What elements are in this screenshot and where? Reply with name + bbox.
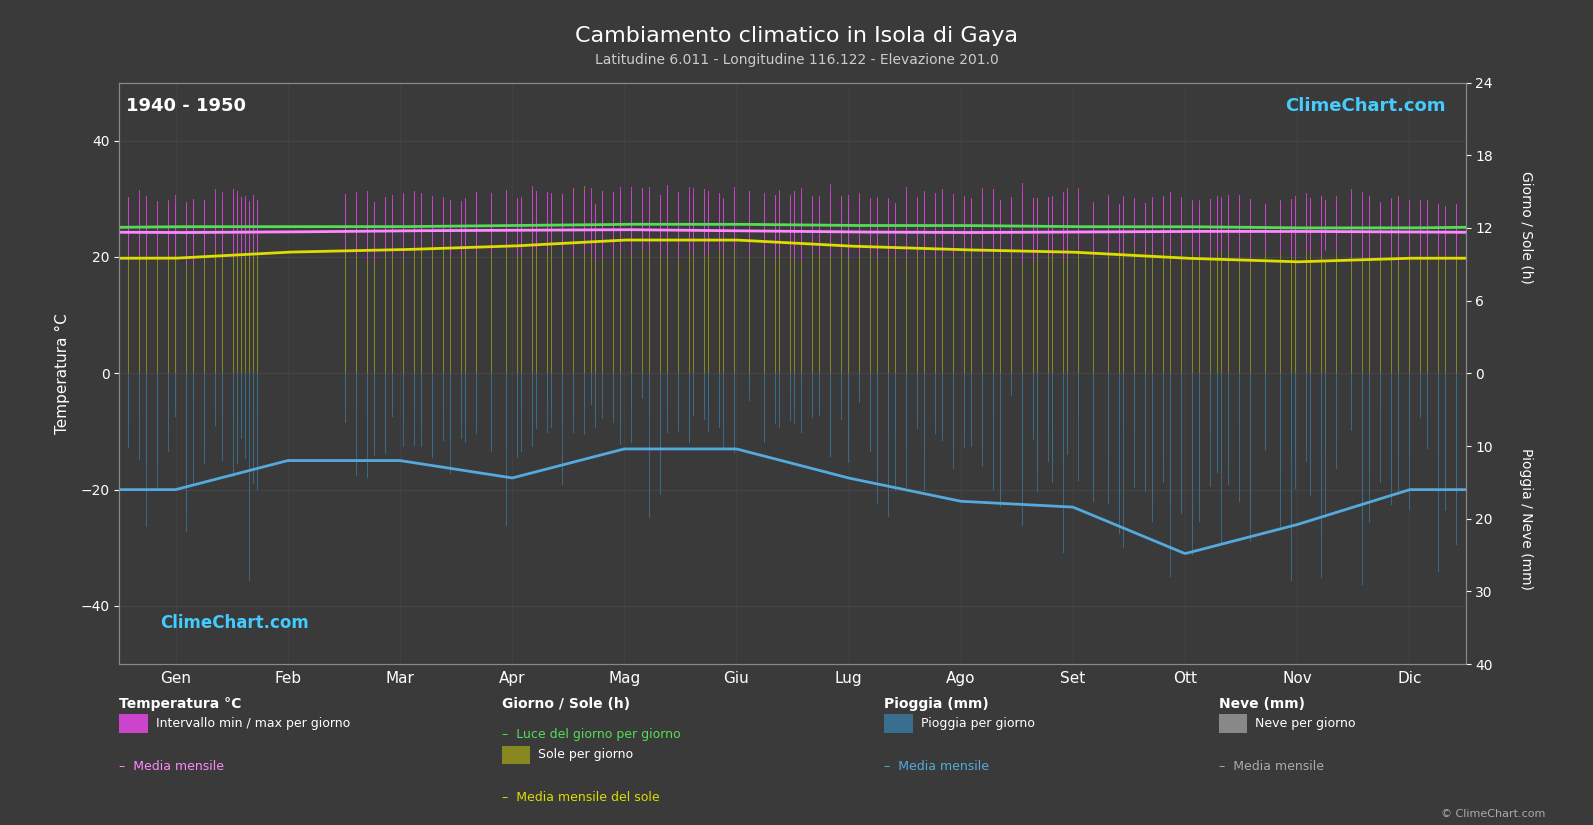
Text: Pioggia (mm): Pioggia (mm)	[884, 697, 989, 711]
Text: Latitudine 6.011 - Longitudine 116.122 - Elevazione 201.0: Latitudine 6.011 - Longitudine 116.122 -…	[594, 53, 999, 67]
Text: © ClimeChart.com: © ClimeChart.com	[1440, 808, 1545, 818]
Text: Giorno / Sole (h): Giorno / Sole (h)	[1520, 172, 1534, 285]
Text: Sole per giorno: Sole per giorno	[538, 748, 634, 761]
Text: –  Luce del giorno per giorno: – Luce del giorno per giorno	[502, 728, 680, 742]
Text: Pioggia / Neve (mm): Pioggia / Neve (mm)	[1520, 448, 1534, 590]
Text: Intervallo min / max per giorno: Intervallo min / max per giorno	[156, 717, 350, 730]
Text: –  Media mensile: – Media mensile	[1219, 760, 1324, 773]
Text: Pioggia per giorno: Pioggia per giorno	[921, 717, 1034, 730]
Text: ClimeChart.com: ClimeChart.com	[1286, 97, 1445, 115]
Text: –  Media mensile: – Media mensile	[884, 760, 989, 773]
Text: Neve (mm): Neve (mm)	[1219, 697, 1305, 711]
Text: Temperatura °C: Temperatura °C	[119, 697, 242, 711]
Text: 1940 - 1950: 1940 - 1950	[126, 97, 247, 115]
Text: Giorno / Sole (h): Giorno / Sole (h)	[502, 697, 629, 711]
Y-axis label: Temperatura °C: Temperatura °C	[54, 313, 70, 434]
Text: –  Media mensile: – Media mensile	[119, 760, 225, 773]
Text: –  Media mensile del sole: – Media mensile del sole	[502, 791, 660, 804]
Text: Cambiamento climatico in Isola di Gaya: Cambiamento climatico in Isola di Gaya	[575, 26, 1018, 46]
Text: ClimeChart.com: ClimeChart.com	[159, 614, 309, 632]
Text: Neve per giorno: Neve per giorno	[1255, 717, 1356, 730]
